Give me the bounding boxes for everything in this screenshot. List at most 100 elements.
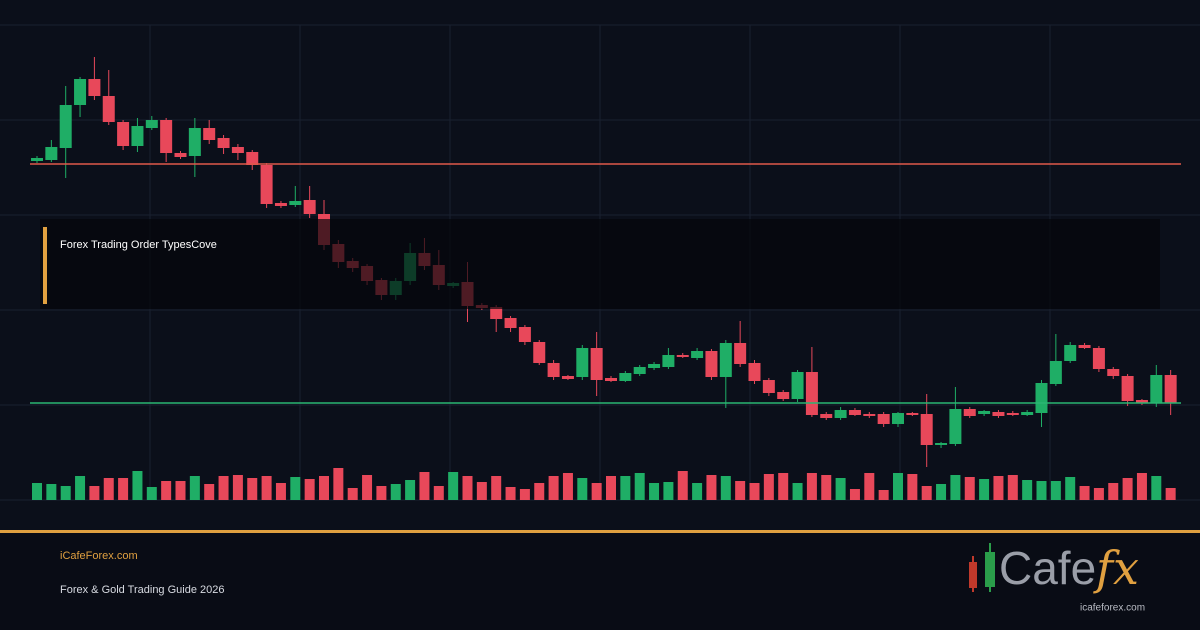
candle-body bbox=[648, 364, 661, 368]
volume-bar bbox=[907, 474, 918, 500]
candle-body bbox=[935, 443, 948, 445]
volume-bar bbox=[577, 478, 588, 500]
candle-body bbox=[705, 351, 718, 377]
volume-bar bbox=[275, 483, 286, 500]
candle-body bbox=[117, 122, 130, 146]
volume-bar bbox=[347, 488, 358, 500]
candle-body bbox=[892, 413, 904, 424]
volume-bar bbox=[1079, 486, 1090, 500]
volume-bar bbox=[806, 473, 817, 500]
footer-site: iCafeForex.com bbox=[60, 550, 138, 562]
volume-bar bbox=[835, 478, 846, 500]
volume-bar bbox=[1007, 475, 1018, 500]
footer-subtitle: Forex & Gold Trading Guide 2026 bbox=[60, 584, 224, 596]
volume-bar bbox=[405, 480, 416, 500]
volume-bar bbox=[175, 481, 186, 500]
volume-bar bbox=[720, 476, 731, 500]
volume-bar bbox=[146, 487, 157, 500]
volume-bar bbox=[448, 472, 459, 500]
candle-body bbox=[504, 318, 517, 328]
candle-body bbox=[676, 355, 689, 357]
candle-body bbox=[131, 126, 144, 146]
overlay-accent bbox=[43, 227, 47, 304]
candle-body bbox=[1092, 348, 1105, 369]
candle-body bbox=[88, 79, 101, 96]
candle-body bbox=[246, 152, 259, 165]
volume-bar bbox=[290, 477, 301, 500]
logo: Cafe fx icafeforex.com bbox=[969, 541, 1145, 614]
candle-body bbox=[1107, 369, 1120, 376]
candle-body bbox=[992, 412, 1005, 416]
volume-bar bbox=[936, 484, 947, 500]
volume-bar bbox=[189, 476, 200, 500]
volume-bar bbox=[333, 468, 344, 500]
volume-bar bbox=[1022, 480, 1033, 500]
candle-body bbox=[217, 138, 230, 148]
candle-body bbox=[576, 348, 589, 377]
candle-body bbox=[734, 343, 747, 364]
volume-bar bbox=[204, 484, 215, 500]
volume-bar bbox=[1036, 481, 1047, 500]
volume-bar bbox=[649, 483, 660, 500]
candle-body bbox=[561, 376, 574, 379]
volume-bar bbox=[620, 476, 631, 500]
candle-body bbox=[805, 372, 818, 415]
candle-body bbox=[791, 372, 804, 399]
logo-candle bbox=[985, 552, 995, 587]
volume-bar bbox=[634, 473, 645, 500]
candle-body bbox=[1078, 345, 1091, 348]
volume-bar bbox=[161, 481, 172, 500]
candle-body bbox=[906, 413, 919, 415]
candle-body bbox=[848, 410, 861, 415]
volume-bar bbox=[1151, 476, 1162, 500]
volume-bar bbox=[390, 484, 401, 500]
volume-bar bbox=[261, 476, 272, 500]
candle-body bbox=[834, 410, 847, 418]
volume-bar bbox=[893, 473, 903, 500]
volume-bar bbox=[763, 474, 774, 500]
candle-body bbox=[1021, 412, 1034, 415]
volume-bar bbox=[1108, 483, 1119, 500]
candle-body bbox=[963, 409, 976, 416]
plot bbox=[0, 24, 1200, 501]
candle-body bbox=[719, 343, 732, 377]
volume-bar bbox=[247, 478, 258, 500]
volume-bar bbox=[60, 486, 71, 500]
candle-body bbox=[1035, 383, 1048, 413]
candle-body bbox=[303, 200, 316, 214]
candle-body bbox=[74, 79, 87, 105]
candle-body bbox=[777, 392, 790, 399]
volume-bar bbox=[476, 482, 487, 500]
volume-bar bbox=[878, 490, 889, 500]
logo-url: icafeforex.com bbox=[1080, 603, 1145, 614]
volume-bar bbox=[519, 489, 530, 500]
candle-body bbox=[1006, 413, 1019, 415]
volume-bar bbox=[433, 486, 444, 500]
volume-bar bbox=[849, 489, 860, 500]
overlay-title: Forex Trading Order TypesCove bbox=[60, 239, 217, 251]
volume-bar bbox=[677, 471, 688, 500]
volume-bar bbox=[218, 476, 229, 500]
volume-bar bbox=[749, 483, 760, 500]
separator bbox=[0, 530, 1200, 533]
candle-body bbox=[662, 355, 675, 367]
volume-bar bbox=[562, 473, 573, 500]
volume-bar bbox=[75, 476, 86, 500]
volume-bar bbox=[132, 471, 143, 500]
candle-body bbox=[590, 348, 603, 380]
volume-bar bbox=[1122, 478, 1133, 500]
candle-body bbox=[1135, 400, 1148, 403]
candle-body bbox=[762, 380, 775, 393]
candle-body bbox=[820, 414, 833, 418]
volume-bar bbox=[118, 478, 129, 500]
volume-bar bbox=[792, 483, 803, 500]
candle-body bbox=[1064, 345, 1077, 361]
volume-bar bbox=[663, 482, 674, 500]
candle-body bbox=[31, 158, 43, 161]
volume-bar bbox=[304, 479, 315, 500]
candle-body bbox=[949, 409, 962, 444]
candle-body bbox=[45, 147, 58, 160]
candle-body bbox=[920, 414, 933, 445]
volume-bar bbox=[864, 473, 875, 500]
volume-bar bbox=[1065, 477, 1076, 500]
